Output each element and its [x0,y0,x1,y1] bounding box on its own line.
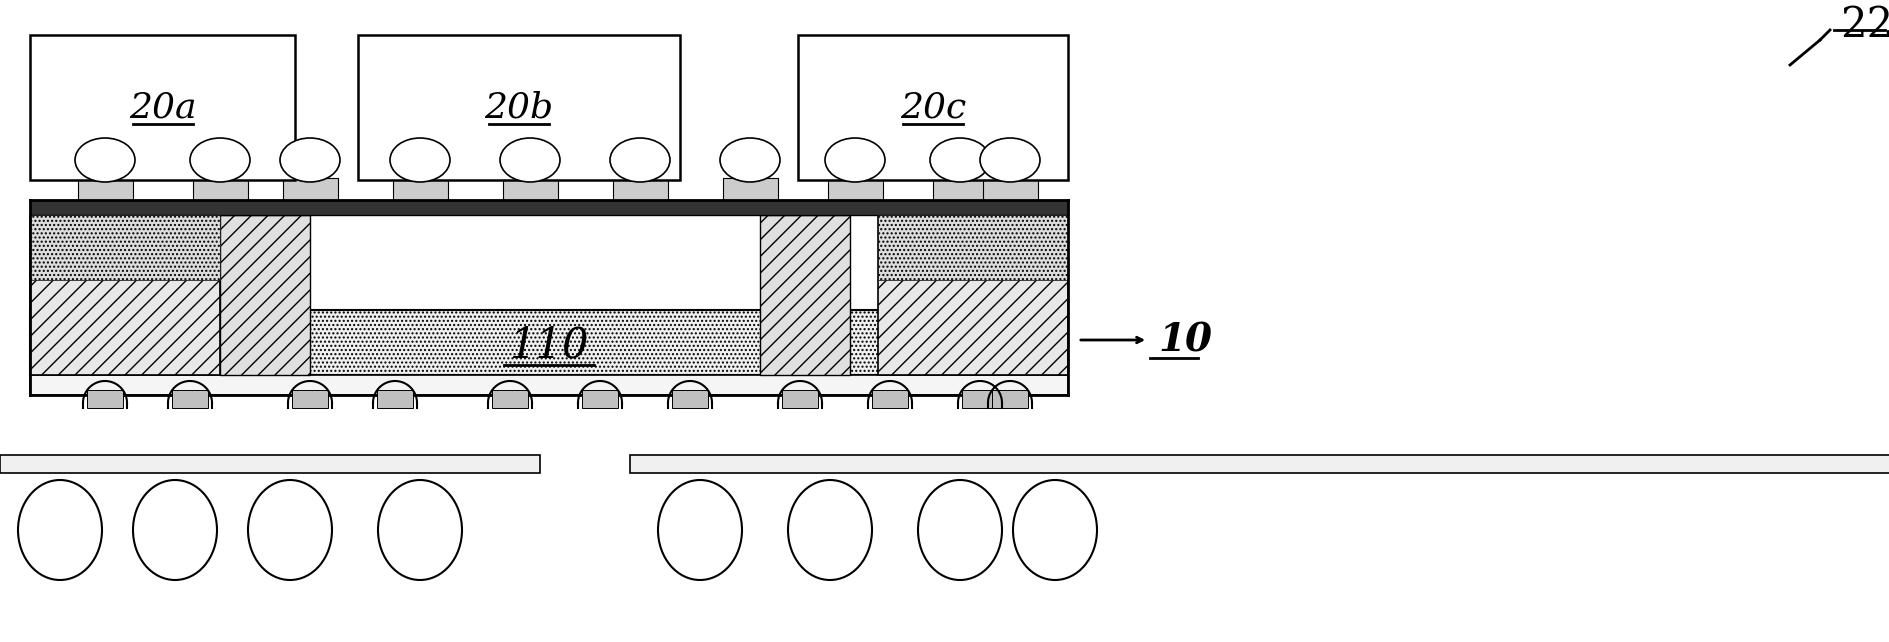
Bar [491,390,527,408]
Text: 20a: 20a [128,91,196,125]
Ellipse shape [825,138,884,182]
Ellipse shape [501,138,559,182]
Bar [393,178,448,200]
Polygon shape [878,215,1067,375]
Ellipse shape [76,138,134,182]
Ellipse shape [378,480,461,580]
Bar [30,200,1067,215]
Ellipse shape [280,138,340,182]
Bar [723,178,778,200]
Polygon shape [219,215,310,375]
Bar [982,178,1037,200]
Bar [30,35,295,180]
Ellipse shape [1013,480,1096,580]
Bar [612,178,667,200]
Ellipse shape [389,138,450,182]
Text: 22: 22 [1840,4,1889,46]
Text: 110: 110 [508,324,589,366]
Text: 20b: 20b [484,91,553,125]
Text: 10: 10 [1158,321,1211,359]
Bar [629,455,1889,473]
Bar [30,310,1067,375]
Bar [0,455,540,473]
Ellipse shape [191,138,249,182]
Bar [992,390,1028,408]
Polygon shape [878,215,1067,280]
Bar [357,35,680,180]
Ellipse shape [918,480,1001,580]
Bar [193,178,247,200]
Polygon shape [759,215,850,375]
Bar [582,390,618,408]
Bar [672,390,708,408]
Bar [502,178,557,200]
Bar [291,390,329,408]
Bar [376,390,414,408]
Bar [172,390,208,408]
Ellipse shape [980,138,1039,182]
Bar [933,178,988,200]
Ellipse shape [720,138,780,182]
Ellipse shape [19,480,102,580]
Ellipse shape [132,480,217,580]
Bar [871,390,907,408]
Ellipse shape [929,138,990,182]
Ellipse shape [657,480,742,580]
Ellipse shape [610,138,669,182]
Bar [283,178,338,200]
Ellipse shape [247,480,332,580]
Text: 20c: 20c [899,91,965,125]
Bar [782,390,818,408]
Ellipse shape [788,480,871,580]
Bar [797,35,1067,180]
Bar [30,375,1067,395]
Bar [962,390,997,408]
Polygon shape [30,215,219,375]
Bar [87,390,123,408]
Polygon shape [30,215,219,280]
Bar [77,178,132,200]
Bar [827,178,882,200]
